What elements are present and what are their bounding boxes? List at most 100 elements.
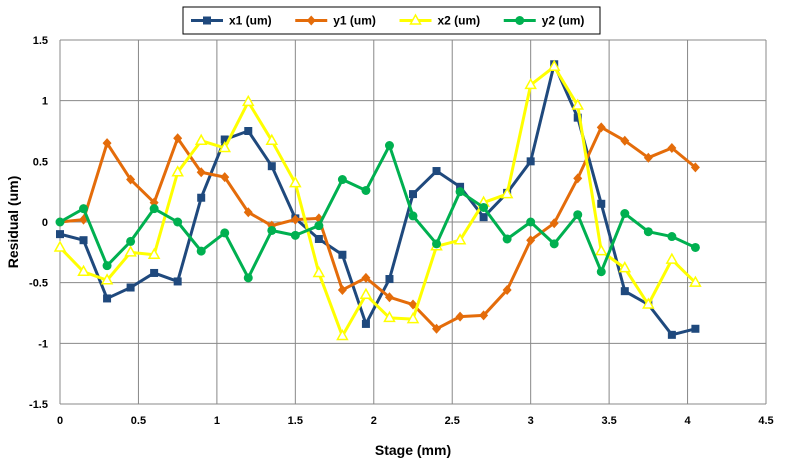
data-point [312,265,326,278]
series-line [58,65,697,338]
data-point [597,199,606,208]
data-point [126,236,136,246]
data-point [220,135,229,144]
data-point [526,157,535,166]
data-point [314,234,323,243]
data-point [197,193,206,202]
legend: x1 (um) y1 (um) x2 (um) y2 (um) [182,6,601,35]
data-point [690,242,700,252]
data-point [244,127,253,135]
data-point [306,15,316,26]
grid [59,39,767,405]
data-point [479,213,488,222]
series-3 [55,141,700,283]
x-tick-label: 0.5 [131,415,146,427]
y-axis-title: Residual (um) [5,176,21,269]
data-point [690,162,700,173]
data-point [337,175,347,185]
data-point [383,310,396,323]
x-tick-label: 2.5 [445,415,460,427]
data-point [385,275,394,284]
data-point [171,165,184,177]
series-0 [56,60,700,339]
series-line [59,62,696,337]
data-point [408,211,418,221]
data-point [594,244,608,256]
legend-entry: y1 (um) [295,14,376,28]
data-point [384,292,394,303]
data-point [479,310,489,321]
data-point [196,246,206,256]
data-point [409,13,422,25]
axes: 0 0.5 1 1.5 2 2.5 3 3.5 4 4.5 -1.5 -1 -0.5 0 0.5 1 1.5 [29,35,774,427]
y-tick-label: 1.5 [33,35,48,47]
data-point [547,59,561,71]
data-point [618,261,632,273]
data-point [620,209,630,219]
legend-label: x1 (um) [229,14,272,28]
data-point [314,221,324,231]
data-point [102,138,112,149]
data-point [220,228,230,238]
data-point [432,167,441,176]
data-point [549,218,559,229]
data-point [455,311,465,322]
data-point [500,187,514,199]
y-tick-label: -1 [38,338,48,350]
data-point [289,176,302,188]
data-point [515,16,525,25]
data-point [549,239,559,249]
y-tick-label: -1.5 [29,399,48,411]
data-point [55,217,65,227]
data-point [526,217,536,227]
data-point [455,187,465,197]
data-point [620,135,630,146]
data-point [479,202,489,212]
y-tick-label: 0 [42,217,48,229]
y-tick-label: -0.5 [29,278,48,290]
data-point [432,323,442,334]
legend-entry: y2 (um) [503,14,584,28]
x-tick-label: 3 [528,415,534,427]
data-point [173,133,183,144]
series-line [59,144,697,280]
x-tick-label: 2 [371,415,377,427]
data-point [409,190,417,199]
data-point [573,113,582,122]
data-point [173,217,183,227]
data-point [336,329,349,341]
data-point [124,245,137,257]
data-point [290,230,300,240]
data-point [667,142,677,153]
data-point [265,133,279,145]
data-point [384,141,394,151]
data-point [100,273,114,285]
legend-entry: x2 (um) [399,13,480,28]
data-point [502,284,512,295]
data-point [361,319,370,328]
data-point [290,214,300,225]
x-axis-title: Stage (mm) [375,442,451,458]
x-tick-label: 4 [684,415,691,427]
data-point [243,273,253,283]
series-2 [53,59,702,341]
data-point [337,284,347,295]
data-point [642,297,655,309]
data-point [643,152,653,163]
y-tick-label: 1 [42,96,48,108]
data-point [203,16,211,25]
data-point [267,225,277,235]
legend-entry: x1 (um) [191,14,272,28]
data-point [596,122,606,133]
data-point [79,236,88,245]
data-point [406,312,420,324]
data-point [620,287,629,296]
data-point [126,174,136,185]
data-point [243,207,253,218]
series-line [59,125,697,331]
data-point [573,173,583,184]
data-point [691,324,700,333]
data-point [596,267,606,277]
